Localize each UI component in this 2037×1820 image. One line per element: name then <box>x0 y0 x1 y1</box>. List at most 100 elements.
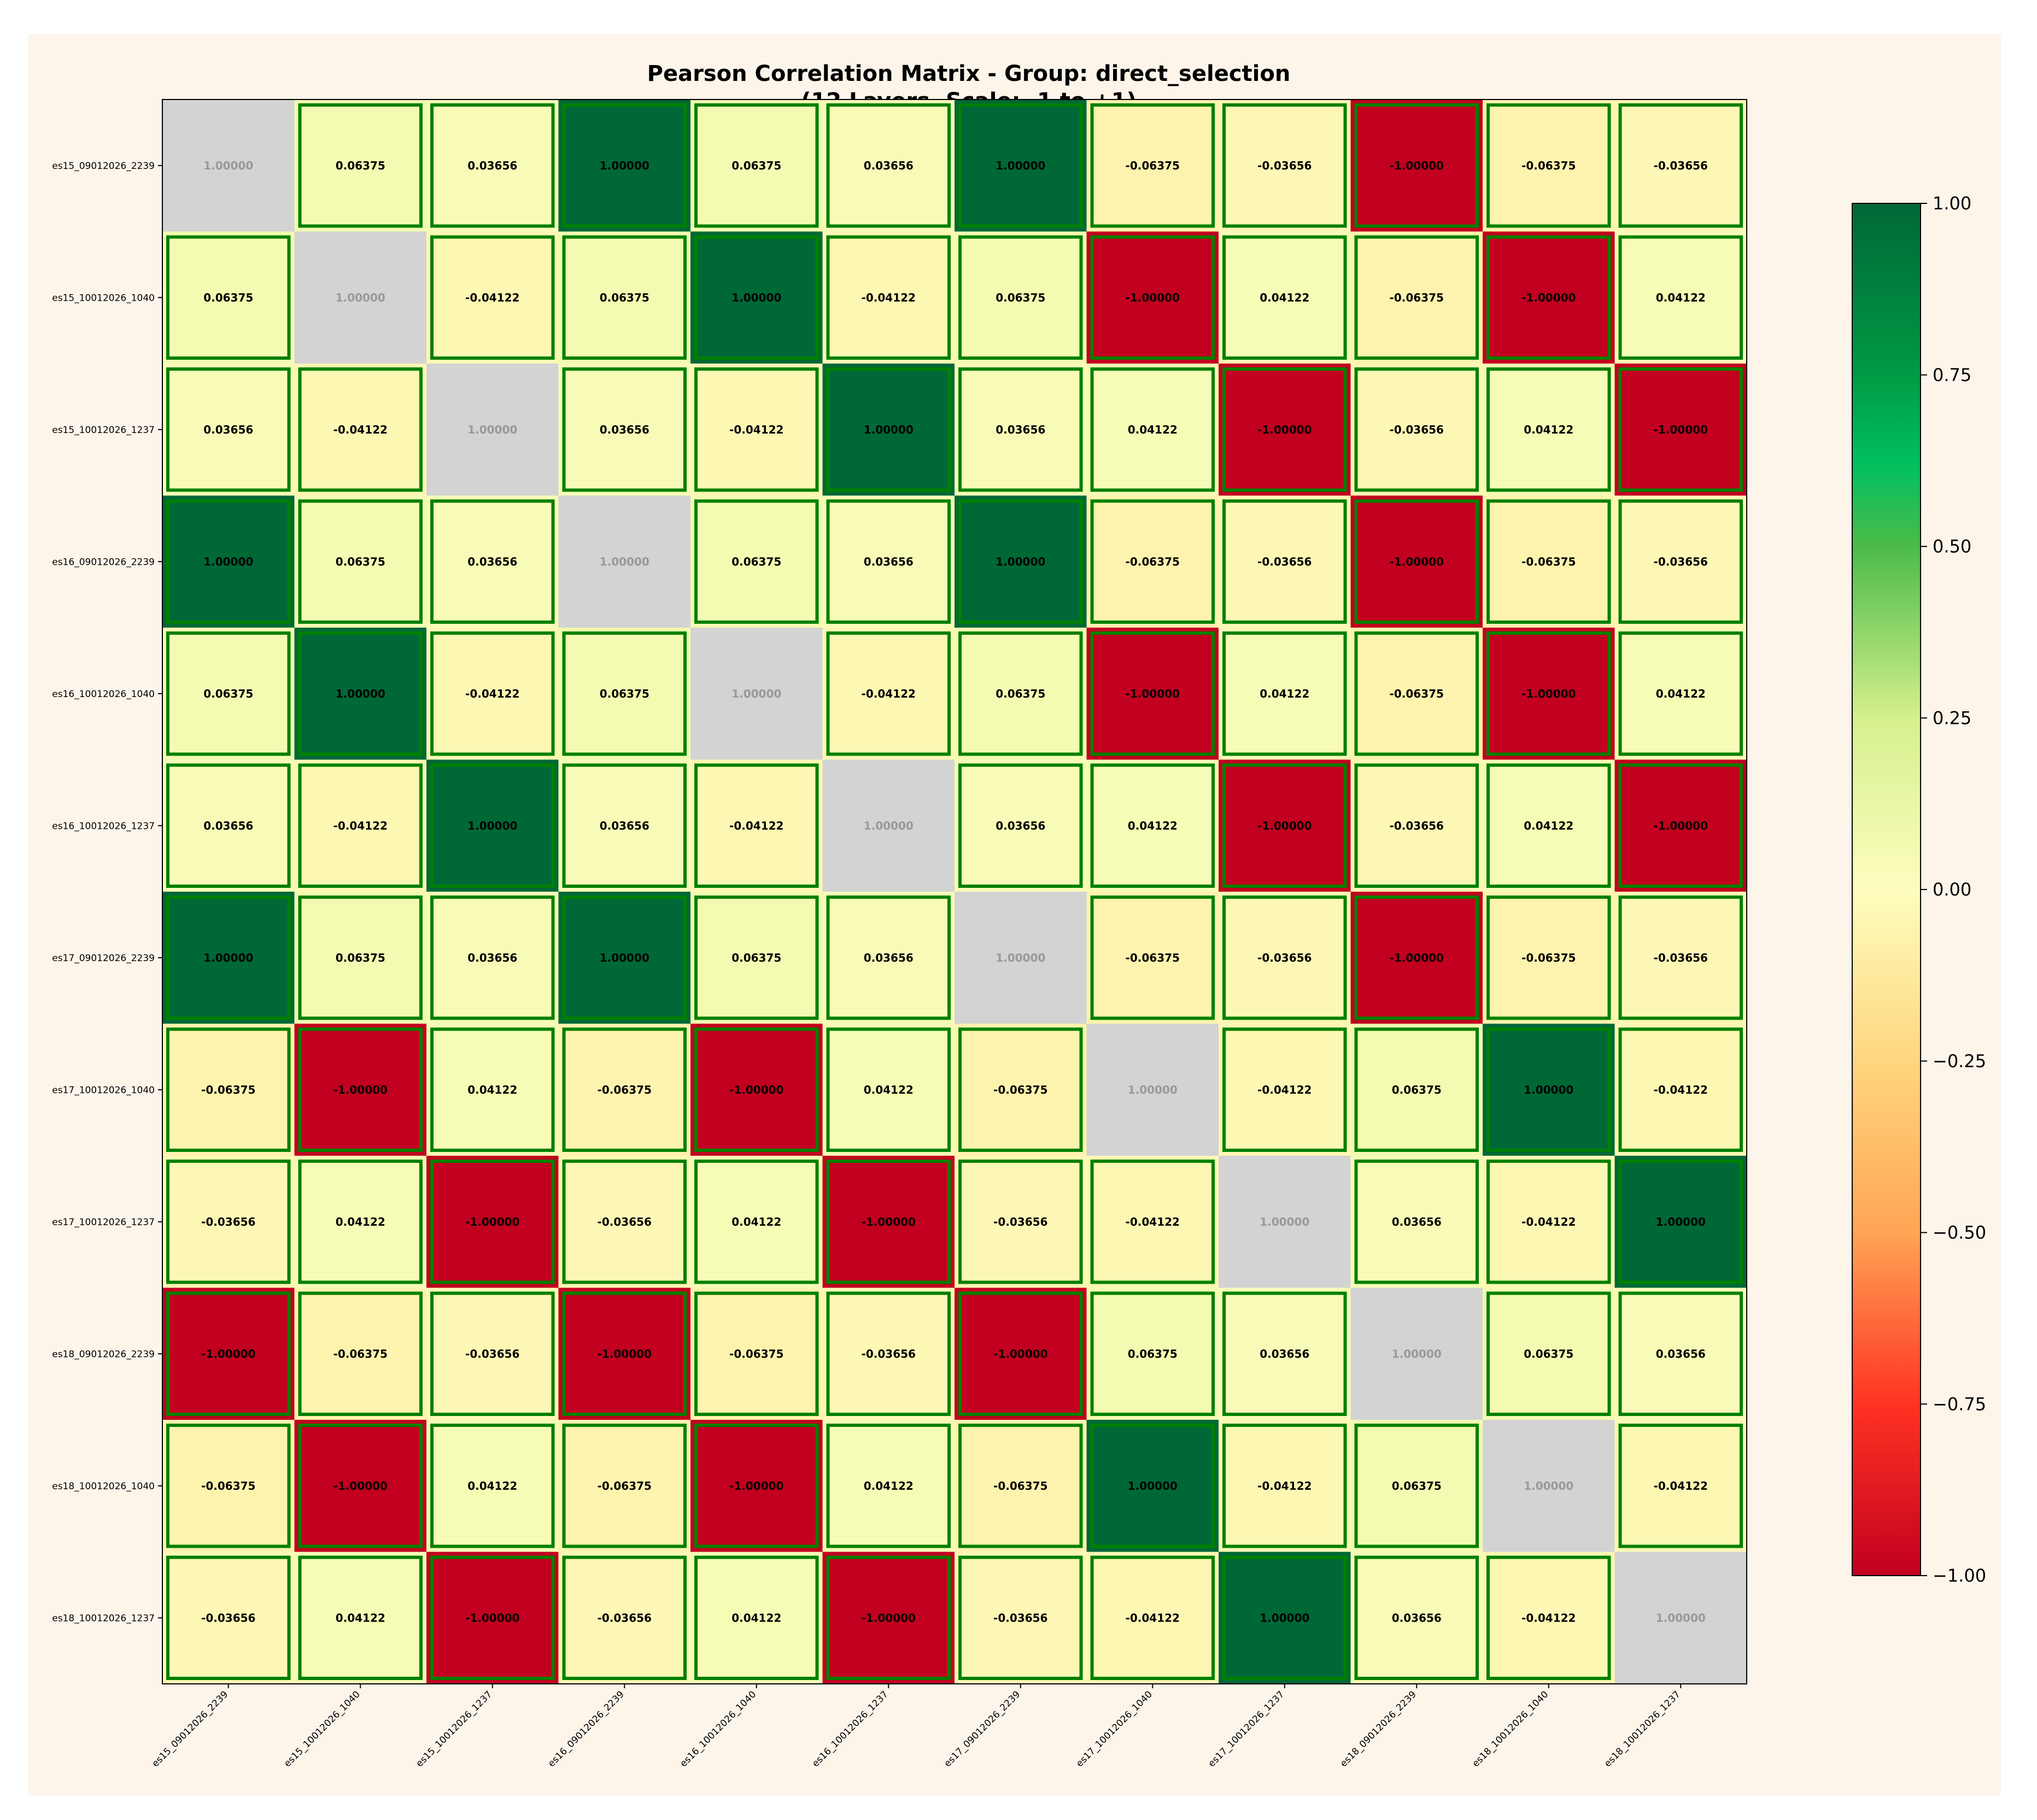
heatmap-cell <box>955 100 1087 232</box>
heatmap-cell <box>1350 892 1483 1024</box>
cell-value-label: 0.04122 <box>1656 291 1706 304</box>
heatmap-cell <box>955 892 1087 1024</box>
y-tick-label: es15_10012026_1237 <box>52 425 155 436</box>
heatmap-cell <box>558 1420 690 1552</box>
heatmap-cell <box>1219 495 1351 628</box>
cell-highlight-border <box>958 499 1083 624</box>
cell-value-label: 1.00000 <box>731 687 781 700</box>
cell-value-label: 0.04122 <box>336 1215 385 1228</box>
x-tick-label: es18_10012026_1237 <box>1602 1689 1683 1769</box>
heatmap-cell <box>690 1288 823 1420</box>
heatmap-cell <box>1614 495 1747 628</box>
cell-value-label: 1.00000 <box>467 423 517 436</box>
chart-title: Pearson Correlation Matrix - Group: dire… <box>647 61 1291 86</box>
heatmap-cell <box>955 364 1087 496</box>
heatmap-cell <box>1219 1288 1351 1420</box>
cell-value-label: -0.04122 <box>1126 1215 1180 1228</box>
cell-highlight-border <box>562 896 687 1020</box>
heatmap-cell <box>1350 1288 1483 1420</box>
correlation-heatmap-chart: Pearson Correlation Matrix - Group: dire… <box>52 61 1986 1769</box>
cell-value-label: 1.00000 <box>1656 1215 1706 1228</box>
cell-value-label: -0.04122 <box>862 687 916 700</box>
heatmap-cell <box>1614 1023 1747 1156</box>
heatmap-cell <box>690 231 823 364</box>
cell-highlight-border <box>1354 235 1479 360</box>
cell-highlight-border <box>1354 763 1479 888</box>
y-tick-label: es17_10012026_1237 <box>52 1217 155 1228</box>
cell-value-label: 0.06375 <box>1128 1347 1178 1360</box>
heatmap-cell <box>955 1288 1087 1420</box>
heatmap-cell <box>294 1288 426 1420</box>
cell-highlight-border <box>958 1291 1083 1416</box>
colorbar-tick-label: −0.25 <box>1933 1051 1986 1072</box>
cell-highlight-border <box>1222 1027 1347 1152</box>
heatmap-cell <box>162 759 295 892</box>
cell-highlight-border <box>1090 1424 1215 1548</box>
heatmap-cell <box>294 1156 426 1288</box>
cell-highlight-border <box>1222 367 1347 492</box>
cell-highlight-border <box>298 103 423 228</box>
cell-highlight-border <box>694 1555 819 1680</box>
y-tick-label: es18_10012026_1237 <box>52 1613 155 1624</box>
cell-value-label: -0.06375 <box>993 1479 1047 1493</box>
heatmap-cell <box>690 495 823 628</box>
y-tick-label: es17_09012026_2239 <box>52 953 155 964</box>
cell-highlight-border <box>1618 1424 1743 1548</box>
heatmap-cell <box>1350 364 1483 496</box>
cell-value-label: -1.00000 <box>729 1479 783 1493</box>
heatmap-cell <box>1483 1552 1615 1684</box>
cell-highlight-border <box>1222 499 1347 624</box>
x-tick-label: es18_10012026_1040 <box>1470 1689 1550 1769</box>
cell-value-label: -0.03656 <box>993 1611 1047 1624</box>
cell-highlight-border <box>826 1424 951 1548</box>
heatmap-cell <box>690 892 823 1024</box>
heatmap-cell <box>294 1023 426 1156</box>
heatmap-cell <box>426 1156 559 1288</box>
y-tick-label: es16_09012026_2239 <box>52 557 155 567</box>
cell-value-label: 0.03656 <box>467 951 517 964</box>
x-axis-labels: es15_09012026_2239 es15_10012026_1040 es15… <box>150 1684 1683 1769</box>
heatmap-cell <box>294 1420 426 1552</box>
heatmap-cell <box>1483 1156 1615 1288</box>
cell-value-label: 1.00000 <box>203 951 253 964</box>
cell-value-label: 0.04122 <box>1656 687 1706 700</box>
heatmap-cell <box>690 1156 823 1288</box>
cell-value-label: -0.04122 <box>1654 1083 1708 1096</box>
cell-highlight-border <box>298 367 423 492</box>
heatmap-cell <box>558 1552 690 1684</box>
cell-value-label: 0.04122 <box>1128 423 1178 436</box>
heatmap-cell <box>955 495 1087 628</box>
heatmap-cell <box>1483 892 1615 1024</box>
cell-highlight-border <box>1090 367 1215 492</box>
cell-highlight-border <box>430 763 555 888</box>
cell-highlight-border <box>694 1291 819 1416</box>
cell-value-label: -1.00000 <box>1126 291 1180 304</box>
heatmap-cell <box>1086 100 1219 232</box>
cell-value-label: 0.03656 <box>1656 1347 1706 1360</box>
heatmap-cell <box>955 1552 1087 1684</box>
heatmap-cell <box>558 628 690 760</box>
cell-value-label: 1.00000 <box>336 687 385 700</box>
cell-value-label: -0.06375 <box>993 1083 1047 1096</box>
heatmap-cell <box>162 1552 295 1684</box>
cell-value-label: 0.03656 <box>1392 1611 1442 1624</box>
heatmap-cell <box>426 1552 559 1684</box>
x-tick-label: es17_10012026_1237 <box>1206 1689 1286 1769</box>
cell-value-label: 0.06375 <box>336 555 385 568</box>
cell-value-label: 1.00000 <box>1260 1215 1309 1228</box>
cell-highlight-border <box>1486 499 1611 624</box>
cell-highlight-border <box>1486 631 1611 756</box>
heatmap-cell <box>822 628 955 760</box>
cell-value-label: -0.06375 <box>729 1347 783 1360</box>
heatmap-cell <box>558 495 690 628</box>
cell-highlight-border <box>430 631 555 756</box>
cell-highlight-border <box>1354 1555 1479 1680</box>
cell-value-label: -0.06375 <box>1126 159 1180 172</box>
cell-highlight-border <box>1090 1291 1215 1416</box>
cell-value-label: 0.03656 <box>864 159 914 172</box>
heatmap-cell <box>426 1420 559 1552</box>
cell-highlight-border <box>1090 1555 1215 1680</box>
cell-value-label: 0.03656 <box>1392 1215 1442 1228</box>
cell-value-label: 0.06375 <box>600 687 649 700</box>
y-tick-label: es16_10012026_1237 <box>52 821 155 832</box>
